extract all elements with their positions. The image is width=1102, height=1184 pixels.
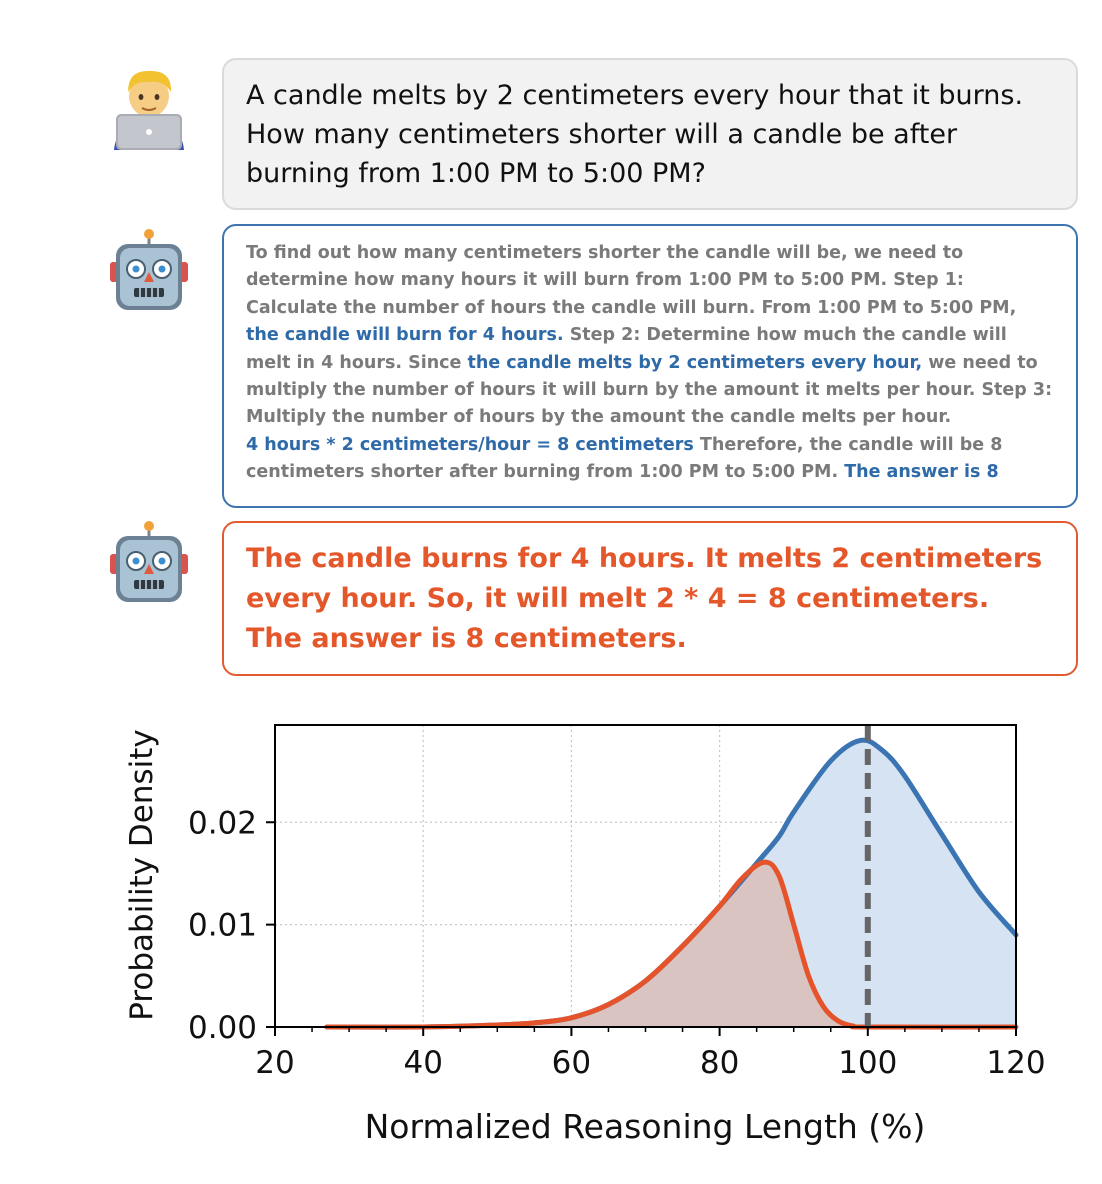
long-seg-2: Step 2: Determine how much the candle wi… <box>246 325 1007 373</box>
y-axis-label: Probability Density <box>124 729 160 1021</box>
long-seg-4: we need to multiply the number of hours … <box>246 352 1053 428</box>
x-tick-label: 80 <box>700 1045 739 1081</box>
y-tick-label: 0.00 <box>188 1010 257 1046</box>
short-answer-bubble: The candle burns for 4 hours. It melts 2… <box>222 521 1078 676</box>
axes: 20 40 60 80 100 120 0.00 0.01 0.02 <box>188 724 1046 1081</box>
x-axis-label: Normalized Reasoning Length (%) <box>365 1107 926 1146</box>
question-text: A candle melts by 2 centimeters every ho… <box>246 80 1024 189</box>
series-layer <box>324 737 1019 1030</box>
x-tick-label: 100 <box>838 1045 897 1081</box>
long-seg-5: 4 hours * 2 centimeters/hour = 8 centime… <box>246 434 694 455</box>
series-line-1 <box>324 859 1019 1030</box>
density-chart: 20 40 60 80 100 120 0.00 0.01 0.02 Normalized Re… <box>124 724 1046 1146</box>
question-bubble: A candle melts by 2 centimeters every ho… <box>222 58 1078 210</box>
x-tick-label: 120 <box>986 1045 1045 1081</box>
long-seg-0: To find out how many centimeters shorter… <box>246 243 1017 318</box>
long-answer-bubble: To find out how many centimeters shorter… <box>222 224 1078 508</box>
x-tick-label: 40 <box>403 1045 442 1081</box>
long-seg-7: The answer is 8 <box>844 462 999 483</box>
x-tick-label: 20 <box>255 1045 294 1081</box>
robot-icon <box>106 520 192 606</box>
long-seg-1: the candle will burn for 4 hours. <box>246 325 564 346</box>
series-area-0 <box>326 740 1016 1027</box>
man-technologist-icon <box>106 66 192 152</box>
long-seg-3: the candle melts by 2 centimeters every … <box>467 352 923 373</box>
robot-icon <box>106 228 192 314</box>
y-tick-label: 0.01 <box>188 908 257 944</box>
x-tick-label: 60 <box>552 1045 591 1081</box>
series-area-1 <box>326 862 1016 1027</box>
short-answer-text: The candle burns for 4 hours. It melts 2… <box>246 543 1043 654</box>
long-seg-6: Therefore, the candle will be 8 centimet… <box>246 434 1003 483</box>
y-tick-label: 0.02 <box>188 805 257 841</box>
